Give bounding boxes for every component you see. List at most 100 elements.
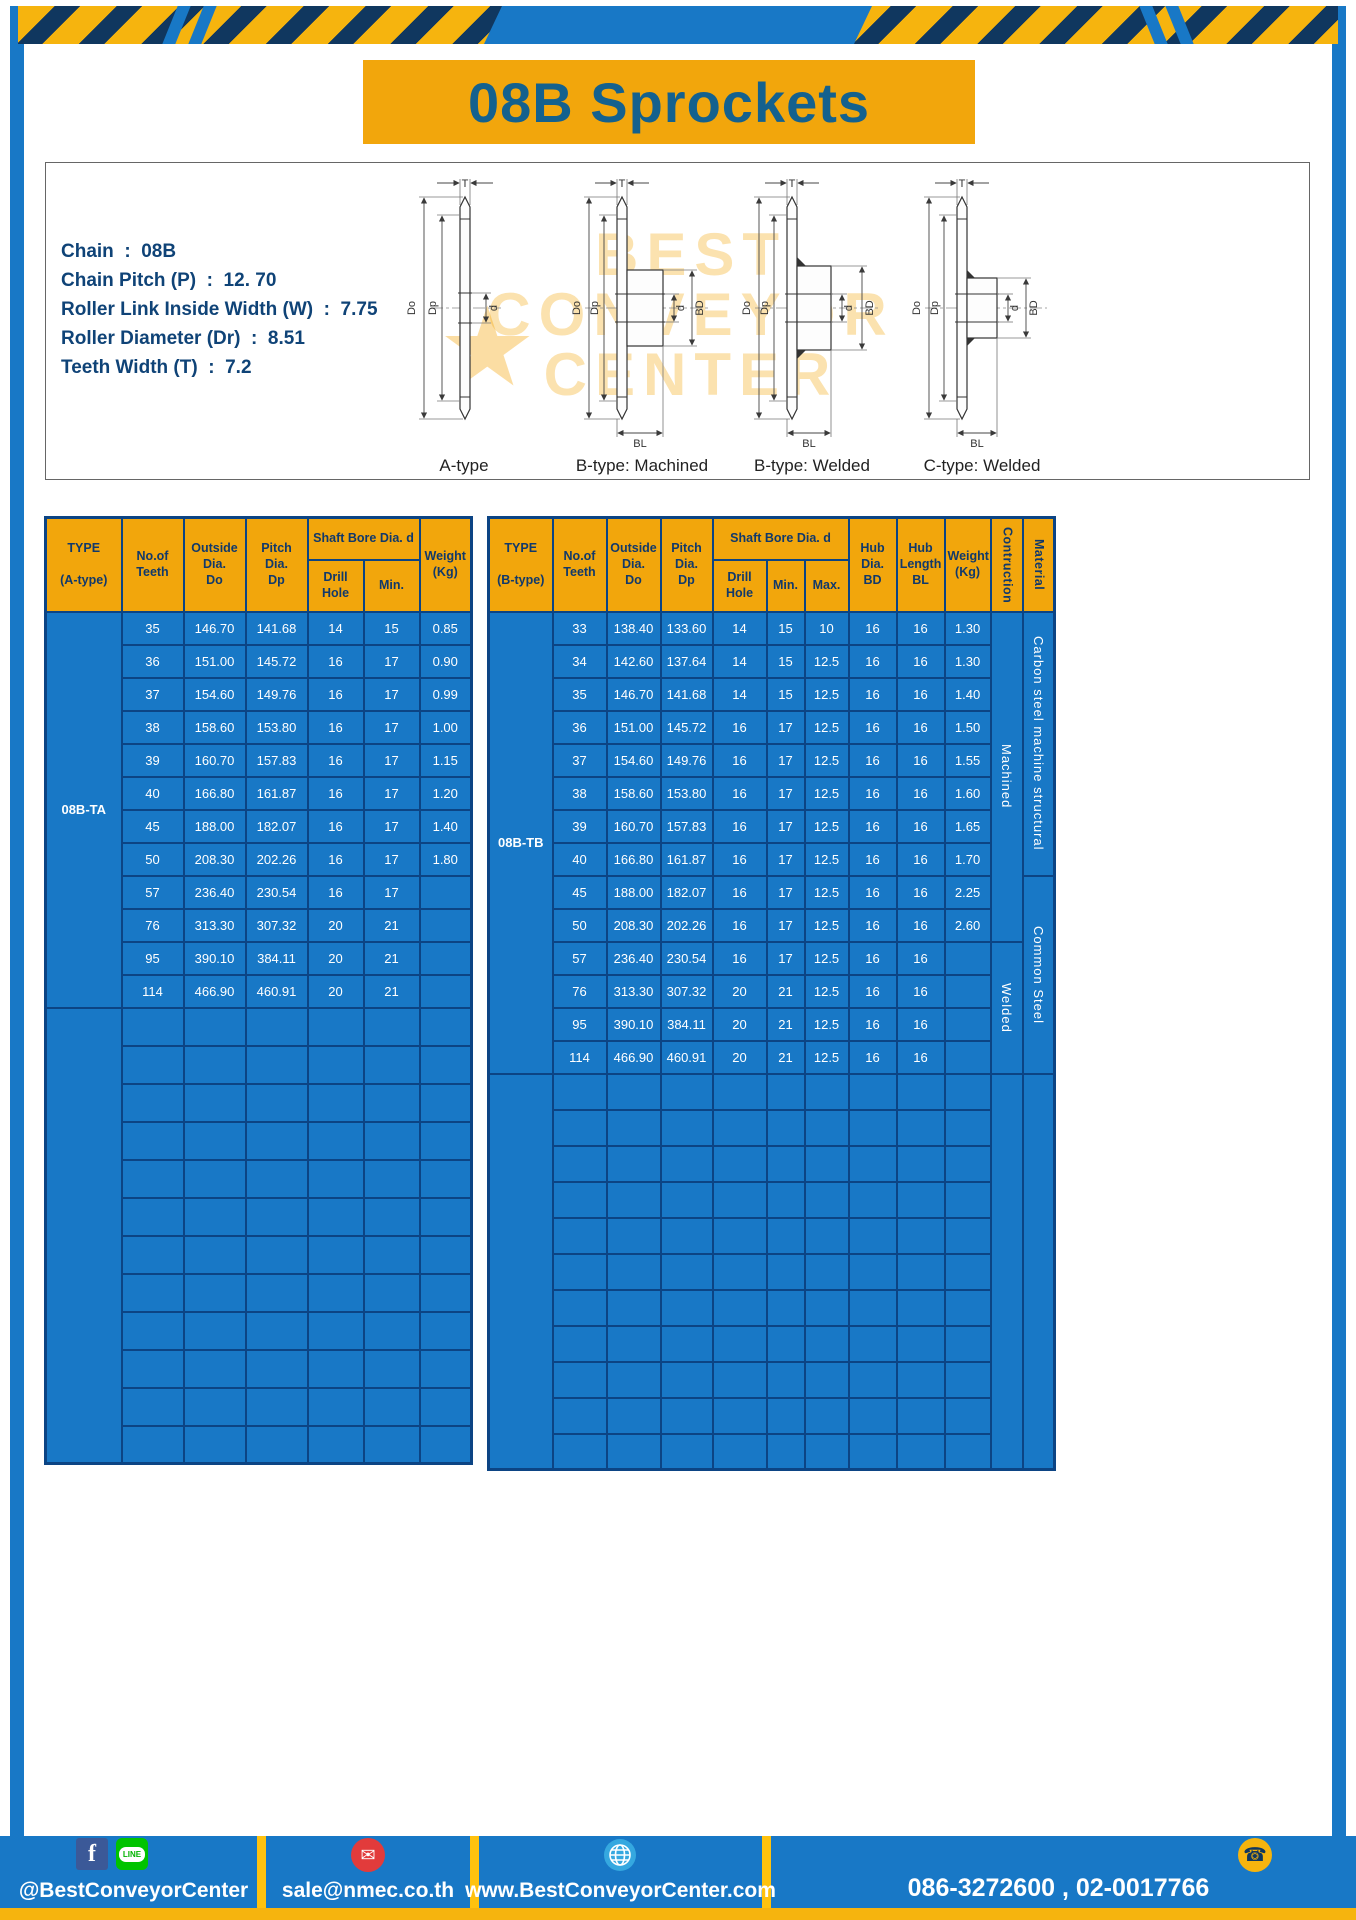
data-cell: 21: [362, 907, 421, 943]
data-cell: 12.5: [803, 643, 850, 679]
svg-text:T: T: [789, 178, 796, 190]
data-cell: 12.5: [803, 1039, 850, 1075]
empty-cell: [244, 1120, 309, 1161]
data-cell: 15: [765, 676, 806, 712]
data-cell: 16: [895, 742, 946, 778]
empty-cell: [306, 1006, 365, 1047]
data-cell: 137.64: [659, 643, 714, 679]
col-header-min: Min.: [765, 558, 806, 613]
empty-cell: [943, 1072, 992, 1111]
email-link[interactable]: sale@nmec.co.th: [281, 1879, 455, 1902]
footer-social-section: f LINE @BestConveyorCenter: [10, 1836, 257, 1908]
table-row: 08B-TB 33 138.40 133.60 14 15 10 16 16 1.30 Machin…: [487, 610, 1056, 1075]
svg-text:Do: Do: [571, 301, 583, 315]
empty-row: [46, 1044, 473, 1085]
svg-text:Dp: Dp: [427, 301, 439, 315]
data-cell: 16: [895, 940, 946, 976]
data-cell: 21: [765, 1006, 806, 1042]
empty-cell: [803, 1396, 850, 1435]
empty-cell: [847, 1288, 898, 1327]
empty-cell: [765, 1108, 806, 1147]
data-cell: 16: [306, 874, 365, 910]
globe-icon[interactable]: [603, 1838, 637, 1872]
svg-text:BD: BD: [864, 300, 876, 315]
mail-icon[interactable]: ✉: [351, 1838, 385, 1872]
empty-cell: [765, 1432, 806, 1471]
col-header-weight: Weight (Kg): [943, 516, 992, 613]
data-cell: 230.54: [244, 874, 309, 910]
empty-cell: [418, 1348, 473, 1389]
sprocket-drawing-c-welded: Do Dp d BD T BL: [911, 178, 1047, 450]
data-cell: 16: [847, 940, 898, 976]
data-cell: 95: [120, 940, 185, 976]
empty-cell: [182, 1044, 247, 1085]
empty-cell: [306, 1120, 365, 1161]
empty-cell: [418, 1006, 473, 1047]
empty-cell: [803, 1324, 850, 1363]
empty-cell: [306, 1424, 365, 1465]
data-cell: 33: [551, 610, 608, 646]
table-row: 37 154.60 149.76 16 17 12.5 16 16 1.55: [489, 742, 1055, 778]
table-row: 57 236.40 230.54 16 17: [46, 874, 473, 910]
data-cell: 20: [711, 1039, 768, 1075]
empty-row: [44, 1006, 473, 1465]
spec-line: Chain Pitch (P) : 12. 70: [61, 270, 277, 291]
data-cell: 146.70: [605, 676, 662, 712]
empty-cell: [362, 1424, 421, 1465]
data-cell: 17: [362, 709, 421, 745]
empty-cell: [244, 1386, 309, 1427]
material-cell: Carbon steel machine structural: [1021, 610, 1056, 877]
empty-cell: [306, 1272, 365, 1313]
data-cell: 149.76: [659, 742, 714, 778]
svg-text:d: d: [1009, 305, 1021, 311]
phone-icon[interactable]: ☎: [1238, 1838, 1272, 1872]
phone-numbers[interactable]: 086-3272600 , 02-0017766: [907, 1874, 1210, 1902]
data-cell: 313.30: [182, 907, 247, 943]
social-handle[interactable]: @BestConveyorCenter: [18, 1879, 249, 1902]
data-cell: 16: [306, 841, 365, 877]
empty-cell: [418, 1082, 473, 1123]
empty-row: [46, 1424, 473, 1465]
website-link[interactable]: www.BestConveyorCenter.com: [465, 1879, 776, 1902]
figure-b-welded: Do Dp d BD T BL B-type: Welded: [727, 171, 897, 476]
construction-cell: Machined: [989, 610, 1024, 943]
empty-cell: [418, 1310, 473, 1351]
empty-row: [46, 1234, 473, 1275]
data-cell: 16: [847, 775, 898, 811]
data-cell: 141.68: [244, 610, 309, 646]
data-cell: 1.20: [418, 775, 473, 811]
empty-cell: [847, 1432, 898, 1471]
data-cell: 16: [847, 742, 898, 778]
empty-row: [489, 1252, 1055, 1291]
table-row: 39 160.70 157.83 16 17 12.5 16 16 1.65: [489, 808, 1055, 844]
empty-cell: [711, 1288, 768, 1327]
empty-row: [46, 1082, 473, 1123]
empty-cell: [244, 1196, 309, 1237]
facebook-icon[interactable]: f: [76, 1838, 108, 1870]
data-cell: 45: [551, 874, 608, 910]
spec-line: Roller Link Inside Width (W) : 7.75: [61, 299, 378, 320]
empty-cell: [306, 1082, 365, 1123]
data-cell: 16: [306, 742, 365, 778]
empty-cell: [362, 1044, 421, 1085]
data-cell: 17: [362, 808, 421, 844]
type-cell: 08B-TA: [44, 610, 123, 1009]
line-icon[interactable]: LINE: [116, 1838, 148, 1870]
data-cell: 12.5: [803, 742, 850, 778]
svg-text:T: T: [462, 178, 469, 190]
table-row: 45 188.00 182.07 16 17 12.5 16 16 2.25 Common Ste…: [489, 874, 1056, 1075]
data-cell: 16: [895, 775, 946, 811]
empty-cell: [605, 1144, 662, 1183]
empty-cell: [943, 1324, 992, 1363]
data-cell: 50: [551, 907, 608, 943]
empty-cell: [362, 1120, 421, 1161]
data-cell: 390.10: [605, 1006, 662, 1042]
data-cell: 76: [551, 973, 608, 1009]
data-cell: 12.5: [803, 874, 850, 910]
data-cell: 1.65: [943, 808, 992, 844]
data-cell: [418, 874, 473, 910]
col-header-min: Min.: [362, 558, 421, 613]
empty-cell: [182, 1082, 247, 1123]
table-row: 45 188.00 182.07 16 17 1.40: [46, 808, 473, 844]
empty-cell: [244, 1310, 309, 1351]
